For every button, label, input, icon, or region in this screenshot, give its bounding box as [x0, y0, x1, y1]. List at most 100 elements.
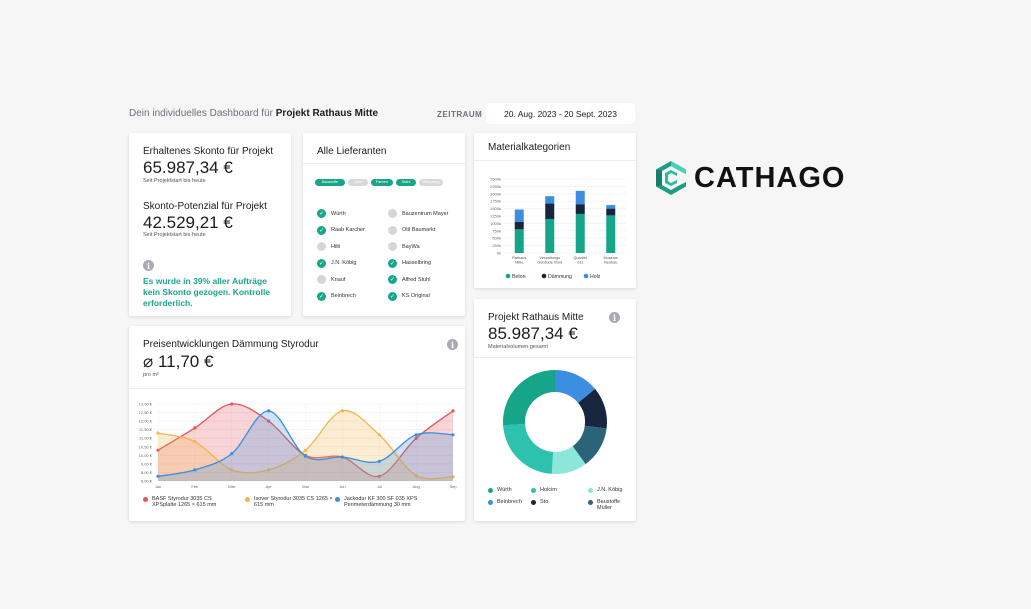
donut-legend-item: Holcim — [531, 487, 557, 493]
supplier-item[interactable]: ✓ Hasselbring — [388, 258, 431, 268]
checkbox-unchecked-icon[interactable] — [317, 242, 326, 251]
line-point[interactable] — [451, 433, 455, 437]
bar-segment-holz[interactable] — [514, 209, 524, 222]
bar-segment-beton[interactable] — [514, 229, 524, 253]
bar-segment-beton[interactable] — [545, 218, 555, 253]
zeitraum-label: ZEITRAUM — [437, 110, 483, 119]
supplier-item[interactable]: Hilti — [317, 242, 340, 251]
bar-segment-dämmung[interactable] — [606, 208, 616, 216]
filter-pill-4[interactable]: Werkzeug — [419, 179, 443, 186]
info-icon[interactable]: i — [143, 260, 154, 271]
supplier-item[interactable]: ✓ Alfred Stuhl — [388, 275, 430, 284]
materials-bar-chart: 0k 250k 500k 750k 1000k 1250k 1500k 1750k 2000k 2… — [490, 177, 626, 280]
checkbox-checked-icon[interactable]: ✓ — [317, 209, 326, 218]
filter-pill-0[interactable]: Baustoffe — [315, 179, 345, 186]
donut-slice[interactable] — [503, 370, 555, 426]
bar-y-tick: 2500k — [490, 177, 501, 182]
bar-segment-beton[interactable] — [575, 213, 585, 253]
donut-slice[interactable] — [572, 425, 607, 465]
supplier-item[interactable]: Otil Baumarkt — [388, 225, 436, 235]
line-point[interactable] — [267, 419, 271, 423]
line-y-tick: 10,00 € — [139, 453, 153, 458]
bar-segment-dämmung[interactable] — [545, 203, 555, 219]
donut-slice[interactable] — [555, 370, 596, 403]
supplier-item[interactable]: ✓ J.N. Köbig — [317, 258, 356, 268]
line-point[interactable] — [414, 436, 418, 440]
line-point[interactable] — [193, 440, 197, 444]
line-point[interactable] — [414, 433, 418, 437]
bar-y-tick: 750k — [492, 228, 501, 233]
supplier-name: Otil Baumarkt — [402, 227, 436, 233]
bar-segment-dämmung[interactable] — [575, 204, 585, 214]
bar-y-tick: 250k — [492, 243, 501, 248]
donut-slice[interactable] — [578, 388, 607, 429]
filter-pill-1[interactable]: Holz — [348, 179, 368, 186]
filter-pill-2[interactable]: Farben — [371, 179, 393, 186]
checkbox-checked-icon[interactable]: ✓ — [317, 225, 326, 235]
bar-y-tick: 1250k — [490, 214, 501, 219]
line-legend-item: Jackodur KF 300 SF 035 XPS Perimeterdämm… — [335, 496, 435, 508]
supplier-item[interactable]: Knauf — [317, 275, 345, 284]
line-point[interactable] — [451, 475, 455, 479]
line-y-tick: 11,50 € — [139, 427, 153, 432]
checkbox-unchecked-icon[interactable] — [388, 209, 397, 218]
divider — [474, 357, 636, 358]
donut-legend-label: Baustoffe Müller — [597, 499, 621, 511]
supplier-name: Knauf — [331, 276, 346, 283]
line-point[interactable] — [193, 468, 197, 472]
supplier-item[interactable]: ✓ Beinbrech — [317, 291, 356, 301]
info-icon[interactable]: i — [447, 339, 458, 350]
line-point[interactable] — [230, 452, 234, 456]
line-point[interactable] — [414, 473, 418, 478]
line-point[interactable] — [303, 454, 308, 458]
materials-title: Materialkategorien — [488, 142, 571, 153]
info-icon[interactable]: i — [609, 312, 620, 323]
line-point[interactable] — [230, 402, 234, 406]
line-point[interactable] — [340, 409, 344, 413]
bar-segment-holz[interactable] — [606, 205, 616, 209]
checkbox-unchecked-icon[interactable] — [388, 242, 397, 251]
line-point[interactable] — [193, 426, 197, 430]
checkbox-unchecked-icon[interactable] — [317, 275, 326, 284]
line-point[interactable] — [377, 433, 381, 437]
bar-segment-holz[interactable] — [575, 190, 585, 205]
checkbox-unchecked-icon[interactable] — [388, 225, 397, 235]
line-legend-label: BASF Styrodur 3035 CS XPSplatte 1265 × 6… — [152, 496, 217, 508]
supplier-item[interactable]: ✓ Würth — [317, 209, 346, 218]
line-point[interactable] — [267, 468, 271, 472]
line-point[interactable] — [156, 431, 160, 435]
checkbox-checked-icon[interactable]: ✓ — [388, 275, 397, 284]
donut-legend-label: J.N. Köbig — [597, 487, 623, 493]
checkbox-checked-icon[interactable]: ✓ — [388, 258, 397, 268]
line-point[interactable] — [303, 448, 308, 452]
line-y-tick: 12,00 € — [139, 419, 153, 424]
donut-slice[interactable] — [503, 423, 554, 474]
checkbox-checked-icon[interactable]: ✓ — [317, 258, 326, 268]
bar-legend-label: Beton — [512, 274, 526, 280]
line-point[interactable] — [230, 468, 234, 472]
bar-segment-dämmung[interactable] — [514, 221, 524, 230]
date-range-picker[interactable]: 20. Aug. 2023 - 20 Sept. 2023 — [486, 103, 635, 124]
line-point[interactable] — [377, 459, 381, 463]
line-point[interactable] — [451, 409, 455, 413]
line-point[interactable] — [156, 448, 160, 452]
bar-segment-beton[interactable] — [606, 215, 616, 253]
checkbox-checked-icon[interactable]: ✓ — [388, 291, 397, 301]
divider — [303, 163, 465, 164]
line-point[interactable] — [156, 474, 160, 478]
legend-dot — [143, 497, 148, 502]
supplier-item[interactable]: Bauzentrum Mayer — [388, 209, 448, 218]
checkbox-checked-icon[interactable]: ✓ — [317, 291, 326, 301]
line-point[interactable] — [377, 474, 381, 478]
line-point[interactable] — [340, 455, 344, 459]
dashboard-title-prefix: Dein individuelles Dashboard für — [129, 108, 273, 119]
supplier-filter-row: Baustoffe Holz Farben Stahl Werkzeug — [315, 179, 446, 186]
line-point[interactable] — [267, 409, 271, 413]
bar-segment-holz[interactable] — [545, 196, 555, 204]
supplier-item[interactable]: ✓ Raab Karcher — [317, 225, 365, 235]
supplier-item[interactable]: ✓ KS Original — [388, 291, 430, 301]
supplier-item[interactable]: BayWa — [388, 242, 420, 251]
project-card: Projekt Rathaus Mitte i 85.987,34 € Mate… — [474, 299, 636, 521]
filter-pill-3[interactable]: Stahl — [396, 179, 416, 186]
donut-slice[interactable] — [551, 446, 586, 474]
